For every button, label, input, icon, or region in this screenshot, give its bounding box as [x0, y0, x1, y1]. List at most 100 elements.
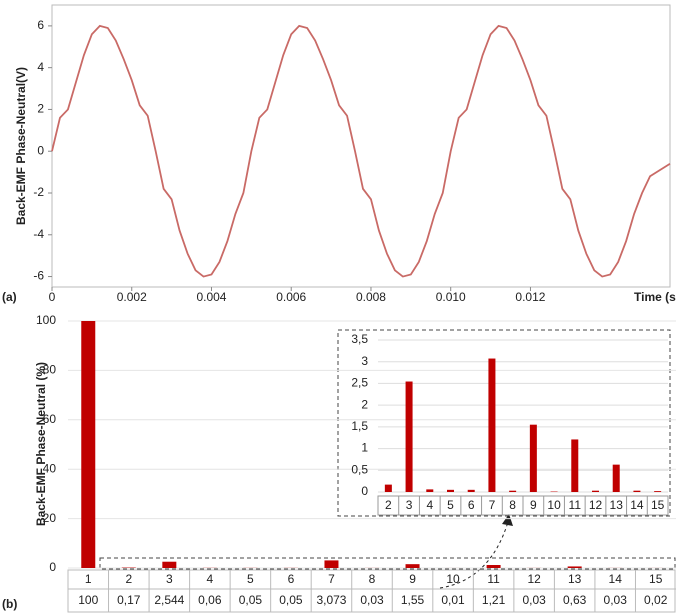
- inset-category-label: 7: [489, 498, 496, 512]
- inset-category-label: 10: [547, 498, 561, 512]
- inset-bar: [405, 381, 413, 492]
- y-tick-label: 2: [37, 102, 44, 116]
- x-tick-label: 0.006: [276, 290, 306, 304]
- category-label: 5: [247, 572, 254, 586]
- y-tick-label: 6: [37, 18, 44, 32]
- x-tick-label: 0.002: [117, 290, 147, 304]
- y-axis-label: Back-EMF Phase-Neutral(V): [14, 67, 28, 225]
- inset-bar: [447, 489, 454, 492]
- inset-y-tick-label: 1: [361, 441, 368, 455]
- zoom-region: [99, 557, 676, 570]
- bar: [81, 321, 96, 568]
- y-tick-label: 100: [36, 313, 56, 327]
- arrow-head: [502, 514, 513, 526]
- value-label: 0,01: [441, 593, 465, 607]
- category-label: 9: [409, 572, 416, 586]
- value-label: 0,03: [360, 593, 384, 607]
- inset-category-label: 6: [468, 498, 475, 512]
- y-tick-label: -2: [33, 185, 44, 199]
- panel-label: (b): [2, 597, 17, 611]
- table-frame: [67, 569, 676, 613]
- category-label: 8: [369, 572, 376, 586]
- category-label: 7: [328, 572, 335, 586]
- inset-category-label: 11: [569, 498, 582, 512]
- inset-y-tick-label: 2,5: [351, 376, 368, 390]
- y-axis-label: Back-EMF Phase-Neutral (%): [34, 362, 48, 526]
- value-label: 1,21: [482, 593, 506, 607]
- category-label: 1: [85, 572, 92, 586]
- value-label: 0,17: [117, 593, 141, 607]
- y-tick-label: 0: [49, 560, 56, 574]
- y-tick-label: -6: [33, 269, 44, 283]
- value-label: 0,06: [198, 593, 222, 607]
- category-label: 6: [288, 572, 295, 586]
- inset-category-label: 14: [630, 498, 644, 512]
- inset-category-label: 12: [589, 498, 603, 512]
- inset-y-tick-label: 0: [361, 484, 368, 498]
- bar: [486, 565, 501, 568]
- x-tick-label: 0: [49, 290, 56, 304]
- inset-y-tick-label: 3,5: [351, 332, 368, 346]
- value-label: 1,55: [401, 593, 425, 607]
- inset-bar: [654, 491, 662, 492]
- inset-y-tick-label: 1,5: [351, 419, 368, 433]
- inset-bar: [571, 439, 579, 492]
- value-label: 0,03: [522, 593, 546, 607]
- value-label: 3,073: [316, 593, 346, 607]
- bar: [324, 560, 339, 568]
- y-tick-label: 60: [43, 412, 57, 426]
- inset-category-label: 9: [530, 498, 537, 512]
- y-tick-label: 40: [43, 461, 57, 475]
- inset-category-label: 15: [651, 498, 665, 512]
- y-tick-label: 20: [43, 511, 57, 525]
- value-label: 0,05: [279, 593, 303, 607]
- category-label: 10: [446, 572, 460, 586]
- y-tick-label: 80: [43, 363, 57, 377]
- inset-bar: [509, 490, 517, 492]
- inset-bar: [529, 424, 537, 492]
- inset-bar: [467, 489, 475, 492]
- category-label: 12: [527, 572, 541, 586]
- inset-bar: [488, 358, 496, 492]
- inset-bar: [633, 490, 641, 492]
- y-tick-label: 4: [37, 60, 44, 74]
- bar: [162, 561, 177, 568]
- category-label: 2: [125, 572, 132, 586]
- category-label: 15: [649, 572, 663, 586]
- x-tick-label: 0.008: [356, 290, 386, 304]
- panel-label: (a): [2, 290, 17, 304]
- value-label: 0,05: [239, 593, 263, 607]
- value-label: 100: [78, 593, 98, 607]
- value-label: 0,02: [644, 593, 668, 607]
- plot-frame: [51, 4, 671, 288]
- inset-category-label: 8: [509, 498, 516, 512]
- x-tick-label: 0.004: [196, 290, 226, 304]
- value-label: 2,544: [154, 593, 184, 607]
- waveform: [51, 24, 671, 278]
- y-tick-label: 0: [37, 143, 44, 157]
- value-label: 0,63: [563, 593, 587, 607]
- inset-category-label: 5: [447, 498, 454, 512]
- x-axis-label: Time (s: [634, 290, 676, 304]
- inset-category-label: 2: [385, 498, 392, 512]
- inset-category-label: 13: [610, 498, 624, 512]
- category-label: 4: [207, 572, 214, 586]
- inset-y-tick-label: 3: [361, 354, 368, 368]
- inset-y-tick-label: 0,5: [351, 462, 368, 476]
- category-label: 13: [568, 572, 582, 586]
- inset-y-tick-label: 2: [361, 397, 368, 411]
- inset-bar: [592, 490, 599, 492]
- bar: [405, 564, 420, 568]
- inset-category-label: 4: [426, 498, 433, 512]
- inset-bar: [426, 489, 434, 492]
- y-tick-label: -4: [33, 227, 44, 241]
- inset-bar: [612, 464, 620, 492]
- x-tick-label: 0.010: [436, 290, 466, 304]
- inset-category-label: 3: [406, 498, 413, 512]
- value-label: 0,03: [604, 593, 628, 607]
- x-tick-label: 0.012: [515, 290, 545, 304]
- category-label: 3: [166, 572, 173, 586]
- category-label: 11: [487, 572, 500, 586]
- bar: [567, 566, 582, 568]
